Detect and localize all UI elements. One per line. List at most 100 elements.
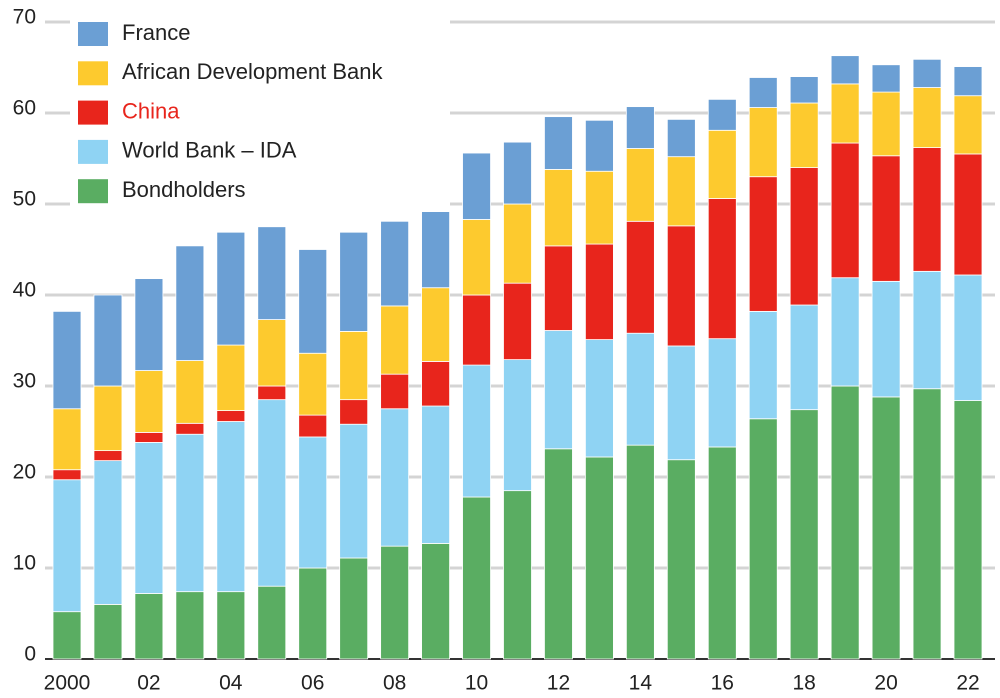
y-tick-label: 20 <box>13 461 36 484</box>
bar-segment <box>707 338 737 448</box>
bar-segment <box>625 444 655 660</box>
bar-segment <box>175 422 205 435</box>
bar-segment <box>912 58 942 88</box>
bar-segment <box>503 282 532 361</box>
bar-segment <box>421 405 450 544</box>
bar-segment <box>830 277 860 387</box>
bar-segment <box>666 459 696 660</box>
bar-segment <box>953 153 983 276</box>
bar-segment <box>257 385 287 401</box>
x-tick-label: 10 <box>465 672 488 695</box>
bar-segment <box>52 310 82 410</box>
x-tick-label: 08 <box>383 672 406 695</box>
bar-segment <box>339 330 369 401</box>
y-tick-label: 60 <box>13 97 36 120</box>
bar-segment <box>748 176 778 312</box>
bar-segment <box>707 98 737 131</box>
x-tick-label: 14 <box>629 672 653 695</box>
legend-swatch <box>78 139 108 164</box>
bar-segment <box>421 201 450 289</box>
bar-segment <box>298 414 328 438</box>
bar-segment <box>544 245 573 331</box>
legend-label: France <box>122 20 190 45</box>
bar-segment <box>134 370 164 433</box>
y-tick-label: 50 <box>13 188 36 211</box>
bar-segment <box>134 442 164 594</box>
bar-segment <box>912 147 942 272</box>
bar-segment <box>134 278 164 371</box>
bar-segment <box>339 231 369 332</box>
bar-segment <box>912 388 942 660</box>
bar-segment <box>830 55 860 85</box>
bar-segment <box>134 593 164 660</box>
bar-segment <box>93 294 123 387</box>
bar-segment <box>298 436 328 569</box>
bar-segment <box>953 95 983 155</box>
bar-segment <box>503 203 532 284</box>
bar-segment <box>871 155 901 282</box>
bar-segment <box>175 433 205 593</box>
bar-segment <box>748 107 778 178</box>
bar-segment <box>871 64 901 93</box>
bar-segment <box>953 66 983 97</box>
y-tick-label: 10 <box>13 552 36 575</box>
bar-segment <box>257 319 287 387</box>
bar-segment <box>666 225 696 347</box>
bar-segment <box>912 270 942 390</box>
bar-segment <box>175 591 205 660</box>
bar-segment <box>585 119 614 172</box>
bar-segment <box>625 148 655 222</box>
legend-background <box>70 12 450 212</box>
bar-segment <box>52 479 82 613</box>
bar-segment <box>544 116 573 170</box>
bar-segment <box>52 469 82 481</box>
bar-segment <box>666 118 696 158</box>
bar-segment <box>216 591 246 660</box>
x-tick-label: 18 <box>793 672 816 695</box>
y-tick-label: 0 <box>24 643 36 666</box>
bar-segment <box>216 344 246 411</box>
bar-segment <box>830 142 860 279</box>
bar-segment <box>462 152 491 220</box>
bar-segment <box>871 280 901 398</box>
bar-segment <box>666 345 696 461</box>
bar-segment <box>380 220 410 307</box>
bar-segment <box>625 106 655 149</box>
bar-segment <box>216 410 246 422</box>
bar-segment <box>912 87 942 148</box>
bar-segment <box>503 490 532 660</box>
bar-segment <box>52 408 82 471</box>
bar-segment <box>871 396 901 660</box>
bar-segment <box>380 408 410 547</box>
bar-segment <box>707 129 737 199</box>
bar-segment <box>462 219 491 296</box>
bar-segment <box>216 231 246 346</box>
bar-segment <box>871 91 901 157</box>
bar-segment <box>175 360 205 424</box>
x-tick-label: 04 <box>219 672 243 695</box>
bar-segment <box>339 399 369 425</box>
bar-segment <box>585 170 614 245</box>
x-tick-label: 2000 <box>44 672 91 695</box>
bar-segment <box>216 421 246 593</box>
bar-segment <box>707 198 737 340</box>
bar-segment <box>544 448 573 660</box>
bar-segment <box>421 543 450 660</box>
bar-segment <box>830 83 860 144</box>
bar-segment <box>748 77 778 108</box>
bar-segment <box>52 611 82 660</box>
bar-segment <box>462 294 491 366</box>
bar-segment <box>789 304 819 411</box>
bar-segment <box>953 274 983 401</box>
bar-segment <box>707 446 737 660</box>
x-tick-label: 06 <box>301 672 324 695</box>
bar-segment <box>257 399 287 587</box>
x-tick-label: 20 <box>874 672 897 695</box>
bar-segment <box>585 243 614 340</box>
bar-segment <box>93 604 123 660</box>
bar-segment <box>666 156 696 227</box>
y-tick-label: 30 <box>13 370 36 393</box>
bar-segment <box>380 305 410 375</box>
x-tick-label: 16 <box>711 672 734 695</box>
